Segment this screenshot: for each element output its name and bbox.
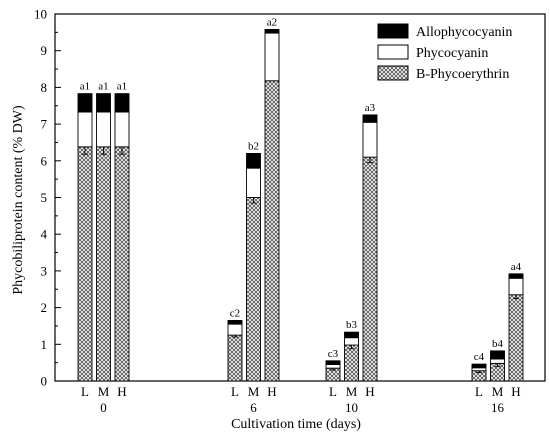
y-tick-label: 7 [41, 117, 48, 132]
x-group-label: 0 [100, 400, 107, 415]
bar-significance-label: a1 [98, 81, 108, 93]
bar-significance-label: c3 [328, 348, 339, 360]
legend-label: B-Phycoerythrin [416, 67, 509, 82]
bar-segment [471, 363, 487, 369]
bar-significance-label: a1 [117, 81, 127, 93]
bar-significance-label: b4 [492, 338, 504, 350]
bar-segment [114, 146, 130, 382]
bar-segment [344, 344, 359, 382]
bar-segment [508, 294, 524, 382]
bar-segment [246, 167, 261, 198]
x-category-label: L [329, 384, 337, 399]
x-category-label: M [248, 384, 260, 399]
bar-significance-label: c4 [474, 351, 485, 363]
bar-segment [227, 319, 243, 325]
bar-segment [114, 93, 130, 113]
bar-segment [508, 277, 524, 296]
bar-segment [264, 32, 280, 82]
bar-segment [490, 358, 505, 364]
bar-segment [490, 350, 505, 360]
legend-label: Allophycocyanin [416, 25, 512, 40]
y-tick-label: 8 [41, 80, 48, 95]
bar-segment [227, 323, 243, 336]
y-tick-label: 6 [41, 153, 48, 168]
bar-segment [508, 273, 524, 279]
bar-segment [96, 146, 111, 382]
legend-swatch [377, 44, 409, 60]
bar-segment [325, 360, 341, 365]
bar-segment [246, 153, 261, 169]
bar-segment [362, 156, 378, 382]
bar-segment [77, 111, 93, 148]
bar-significance-label: b3 [346, 319, 358, 331]
legend-swatch [377, 65, 409, 81]
y-tick-label: 4 [41, 227, 48, 242]
y-tick-label: 10 [34, 7, 47, 22]
bar-segment [344, 331, 359, 339]
bar-segment [362, 121, 378, 158]
x-category-label: H [365, 384, 374, 399]
x-category-label: L [231, 384, 239, 399]
legend: Allophycocyanin Phycocyanin B-Phycoerythri… [377, 23, 512, 82]
y-axis-label: Phycobiliprotein content (% DW) [11, 105, 26, 295]
x-group-label: 16 [491, 400, 505, 415]
bar-segment [325, 364, 341, 369]
bar-segment [264, 28, 280, 34]
bar-segment [96, 111, 111, 148]
bar-significance-label: a4 [511, 261, 522, 273]
x-category-label: M [98, 384, 110, 399]
bar-segment [344, 337, 359, 346]
y-tick-label: 2 [41, 300, 48, 315]
x-category-label: M [346, 384, 358, 399]
x-axis-label: Cultivation time (days) [231, 417, 361, 432]
bar-segment [114, 111, 130, 148]
bar-segment [362, 114, 378, 123]
y-tick-label: 0 [41, 374, 48, 389]
y-tick-label: 3 [41, 263, 48, 278]
y-tick-label: 9 [41, 43, 48, 58]
x-category-label: H [267, 384, 276, 399]
x-category-label: H [511, 384, 520, 399]
x-group-label: 10 [345, 400, 358, 415]
bar-segment [77, 93, 93, 113]
x-category-label: M [492, 384, 504, 399]
x-category-label: H [117, 384, 126, 399]
bar-segment [246, 197, 261, 382]
legend-swatch [377, 23, 409, 39]
y-tick-label: 1 [41, 337, 48, 352]
bar-segment [227, 334, 243, 382]
bar-segment [96, 93, 111, 113]
bar-segment [77, 146, 93, 382]
bar-significance-label: a2 [267, 16, 277, 28]
bar-segment [264, 80, 280, 382]
x-group-label: 6 [250, 400, 257, 415]
bar-significance-label: a1 [80, 81, 90, 93]
bar-significance-label: a3 [365, 102, 376, 114]
y-tick-label: 5 [41, 190, 48, 205]
x-category-label: L [475, 384, 483, 399]
bars: a1 a1 a1 c2 b2 a2 c3 b3 a3 c4 b4 a4 [77, 16, 524, 382]
bar-significance-label: b2 [248, 140, 259, 152]
bar-significance-label: c2 [230, 307, 240, 319]
x-category-label: L [81, 384, 89, 399]
legend-label: Phycocyanin [416, 46, 488, 61]
